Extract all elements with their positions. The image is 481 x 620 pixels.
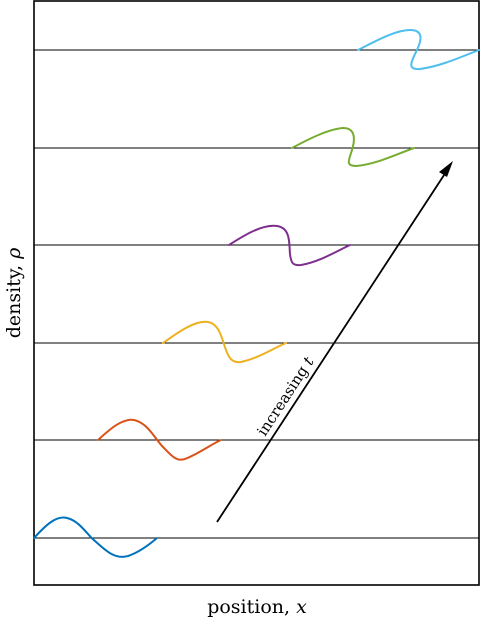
wave-profiles xyxy=(33,28,480,558)
arrow-label-text: increasing xyxy=(253,359,314,440)
time-arrow xyxy=(216,161,453,523)
x-axis-label: position, x xyxy=(207,596,307,618)
y-axis-label: density, ρ xyxy=(3,247,25,338)
y-axis-label-symbol: ρ xyxy=(3,247,25,260)
time-arrow-shaft xyxy=(216,168,449,523)
wave-profile-3 xyxy=(162,320,287,364)
arrow-label: increasing t xyxy=(253,353,318,439)
wave-profile-2 xyxy=(97,418,222,461)
wave-profile-5 xyxy=(291,126,415,168)
y-axis-label-text: density, xyxy=(3,259,25,338)
time-arrow-head xyxy=(439,161,453,177)
wave-profile-1 xyxy=(33,516,158,558)
x-axis-label-text: position, xyxy=(207,596,296,618)
wave-profile-6 xyxy=(357,28,480,71)
plot-frame xyxy=(33,0,480,586)
baselines xyxy=(34,49,479,539)
wave-profile-4 xyxy=(228,224,351,267)
x-axis-label-symbol: x xyxy=(296,596,307,618)
